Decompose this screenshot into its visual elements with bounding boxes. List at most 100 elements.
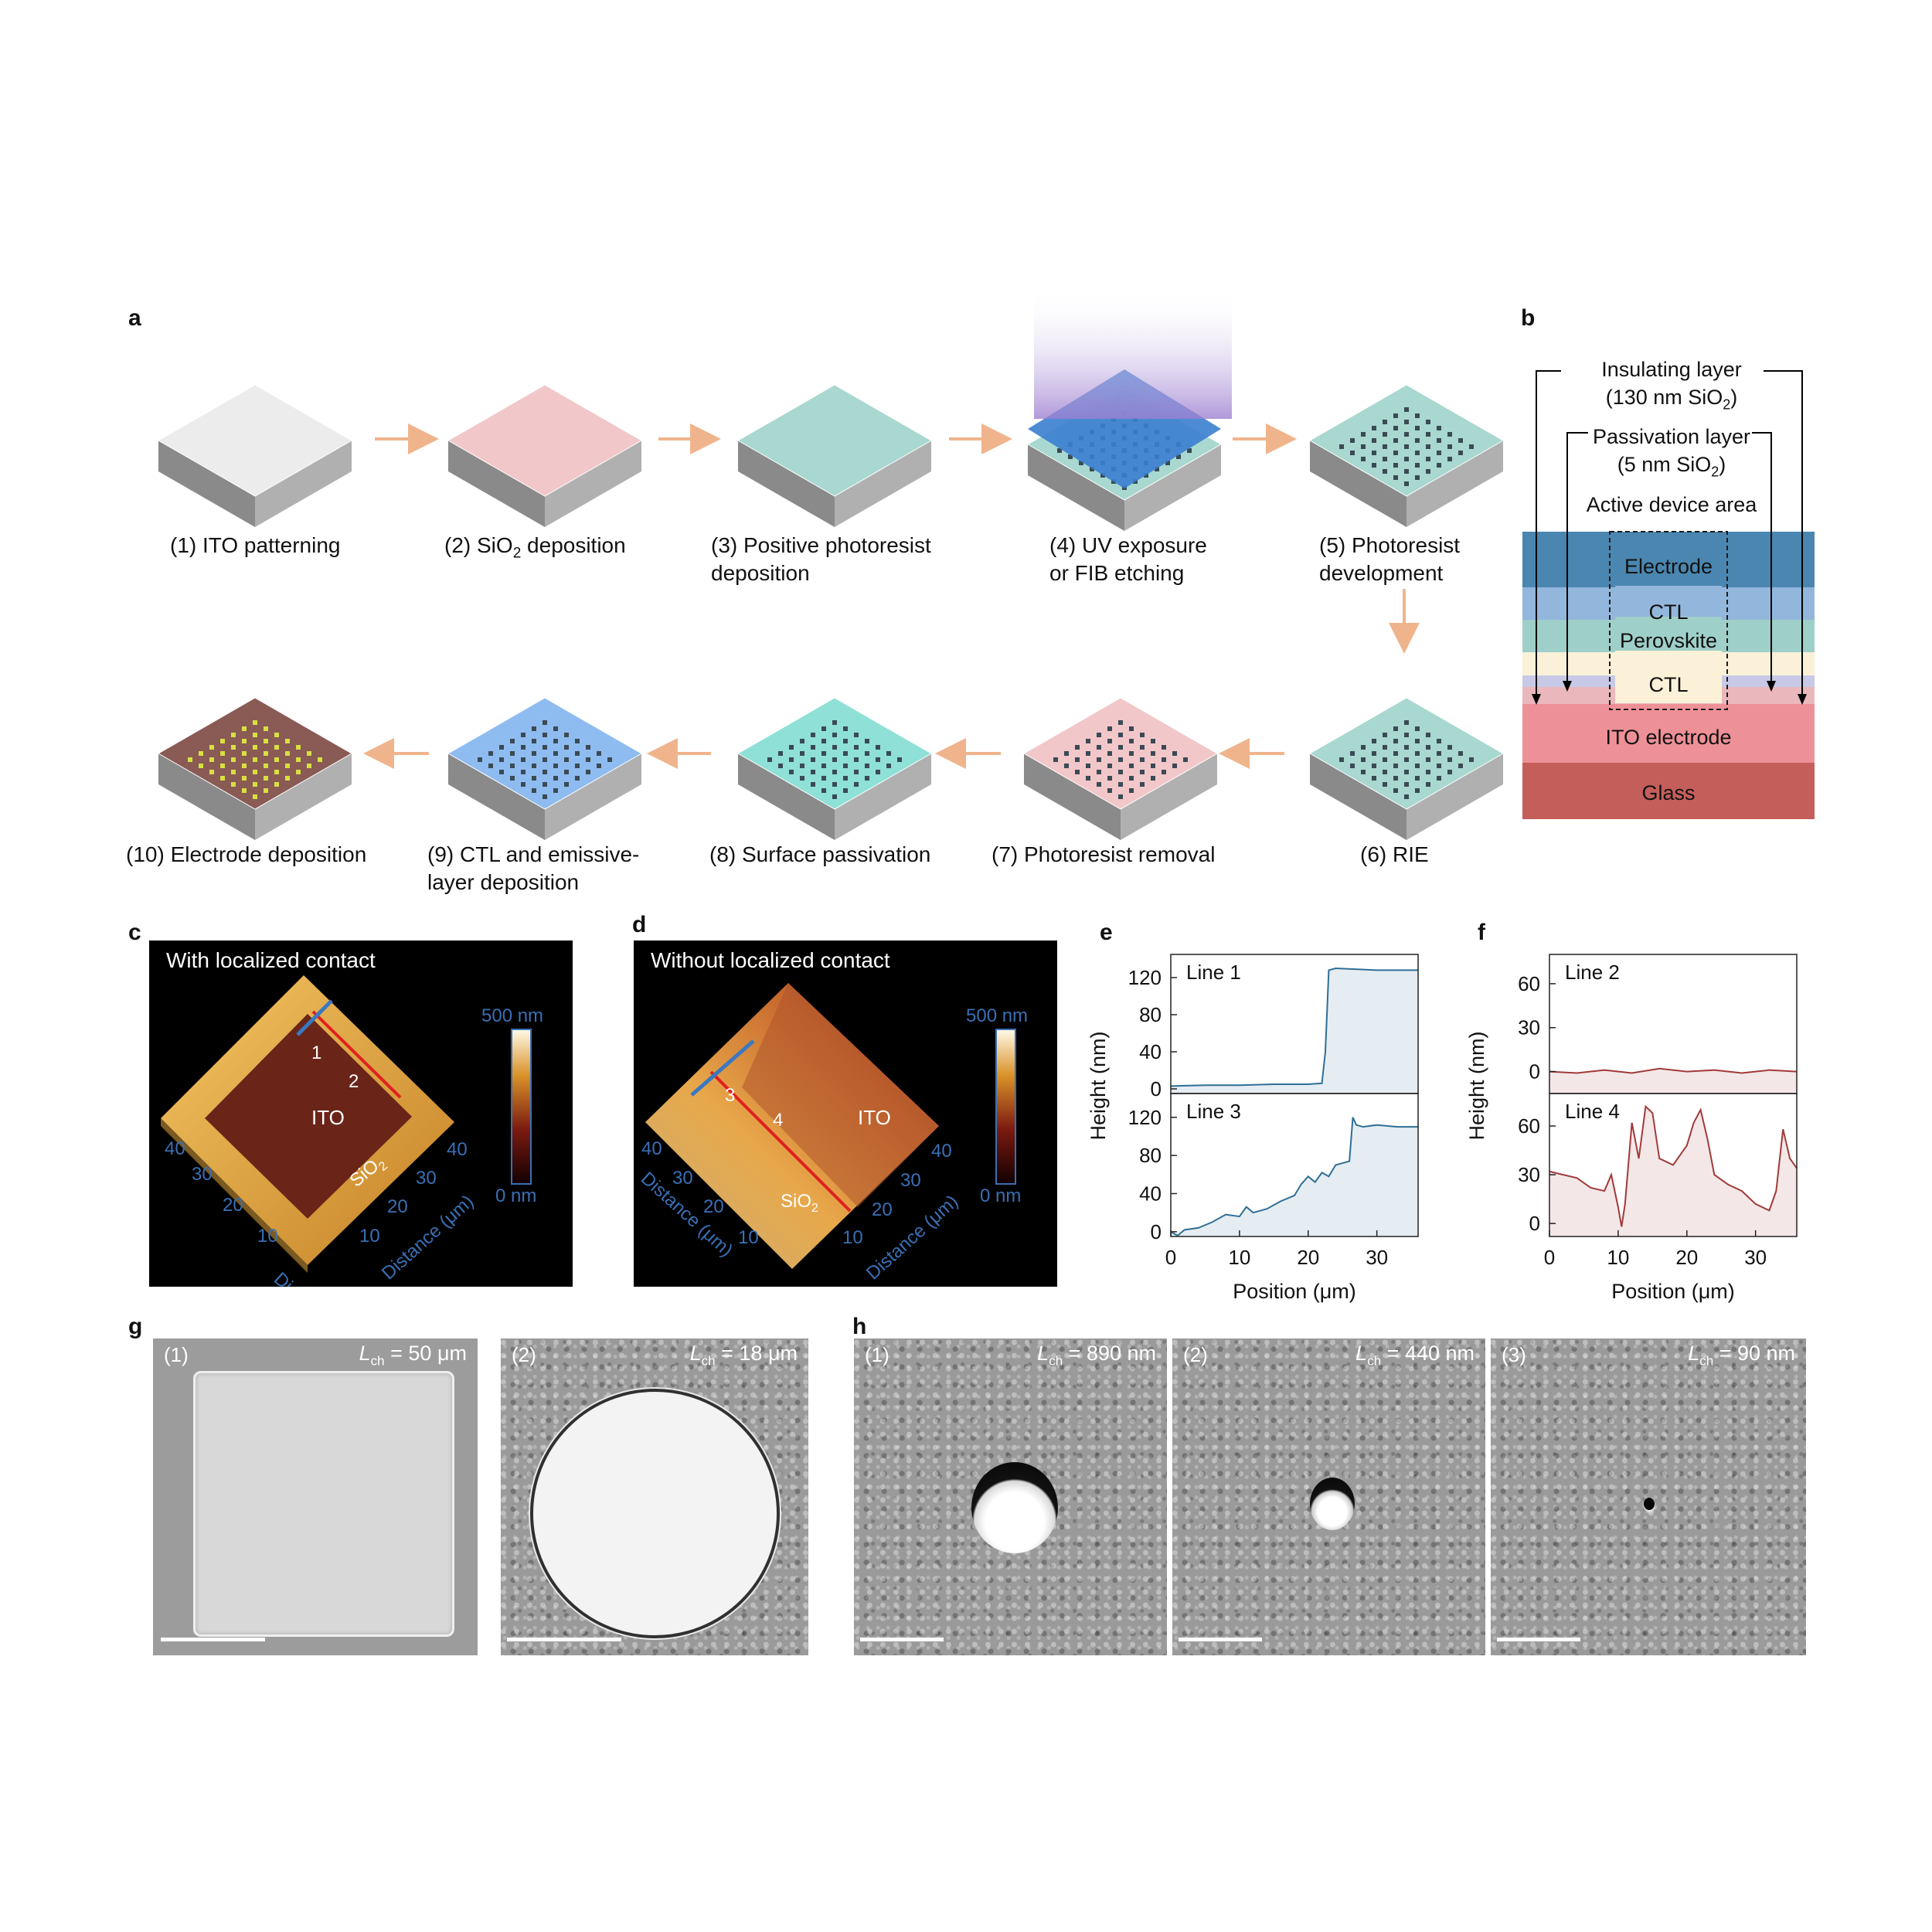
y-tick-label: 60	[1518, 1114, 1540, 1138]
pixel-cell	[597, 751, 601, 756]
pixel-cell	[1437, 776, 1441, 781]
pixel-cell	[811, 733, 815, 737]
ito-region-label-d: ITO	[858, 1106, 891, 1129]
profile-line-4	[709, 1070, 852, 1213]
pixel-cell	[1458, 438, 1463, 443]
pixel-cell	[264, 751, 268, 756]
pixel-cell	[1350, 451, 1355, 455]
pixel-cell	[1097, 745, 1101, 750]
pixel-cell	[553, 751, 558, 756]
active-area-label: Active device area	[1586, 492, 1757, 516]
pixel-cell	[478, 757, 482, 762]
pixel-cell	[1426, 770, 1430, 774]
pixel-cell	[575, 751, 580, 756]
scale-bar	[860, 1638, 944, 1641]
pixel-cell	[800, 776, 804, 781]
panel-label-e: e	[1100, 920, 1113, 945]
pixel-cell	[607, 757, 612, 762]
pixel-cell	[1372, 751, 1376, 756]
x-tick-label: 10	[1607, 1246, 1629, 1269]
afm-ito-well	[205, 1014, 412, 1219]
pixel-cell	[1415, 776, 1420, 781]
pixel-cell	[586, 745, 590, 750]
colorbar-bottom-label-d: 0 nm	[980, 1185, 1021, 1206]
pixel-cell	[1437, 739, 1441, 743]
pixel-cell	[1404, 432, 1409, 437]
series-area	[1549, 1106, 1797, 1236]
pixel-cell	[264, 788, 268, 793]
process-block-2	[447, 384, 643, 527]
uv-light	[1034, 287, 1232, 419]
sem-h1-channel-length: Lch = 890 nm	[1037, 1342, 1156, 1369]
pixel-cell	[1172, 764, 1177, 768]
pixel-cell	[543, 782, 547, 787]
sem-h2-index: (2)	[1183, 1343, 1208, 1366]
pixel-cell	[264, 776, 268, 781]
pixel-cell	[1426, 745, 1430, 750]
line-label-1: 1	[311, 1043, 321, 1063]
afm-title-with-contact: With localized contact	[166, 948, 376, 972]
panel-label-c: c	[128, 920, 141, 945]
series-line	[1170, 967, 1418, 1087]
scale-bar	[507, 1638, 621, 1641]
panel-label-f: f	[1478, 920, 1485, 945]
pixel-cell	[1151, 739, 1155, 743]
pixel-cell	[821, 764, 826, 768]
pixel-cell	[1404, 469, 1409, 474]
stack-label-ito: ITO electrode	[1605, 726, 1731, 749]
pixel-cell	[832, 757, 837, 762]
sem-h3-index: (3)	[1502, 1343, 1526, 1366]
pixel-cell	[1118, 794, 1123, 799]
pixel-cell	[778, 751, 783, 756]
pixel-cell	[253, 720, 257, 725]
stack-label-ctl-top: CTL	[1648, 600, 1688, 624]
pixel-cell	[1140, 745, 1145, 750]
pixel-cell	[1140, 757, 1145, 762]
pixel-cell	[1162, 757, 1166, 762]
pixel-cell	[209, 757, 214, 762]
pixel-cell	[1437, 764, 1441, 768]
pixel-cell	[1383, 782, 1387, 787]
svg-text:20: 20	[872, 1199, 893, 1220]
pixel-cell	[1151, 764, 1155, 768]
x-tick-label: 20	[1675, 1246, 1698, 1269]
pixel-cell	[521, 770, 526, 774]
pixel-cell	[876, 757, 880, 762]
pixel-cell	[1404, 770, 1409, 774]
pixel-cell	[543, 733, 547, 737]
pixel-cell	[1404, 757, 1409, 762]
svg-text:30: 30	[416, 1168, 437, 1189]
panel-label-b: b	[1521, 305, 1536, 331]
y-tick-label: 30	[1518, 1163, 1540, 1186]
pixel-cell	[253, 782, 257, 787]
x-tick-label: 0	[1165, 1246, 1176, 1269]
pixel-cell	[1404, 782, 1409, 787]
pixel-cell	[532, 726, 536, 731]
line-label-2: 2	[349, 1071, 359, 1092]
pixel-cell	[1064, 764, 1069, 768]
pixel-cell	[488, 751, 493, 756]
pixel-cell	[1140, 770, 1145, 774]
step-caption-2: (2) SiO2 deposition	[444, 533, 626, 562]
pixel-cell	[821, 726, 826, 731]
pixel-cell	[1383, 444, 1387, 449]
series-line	[1549, 1104, 1798, 1227]
pixel-cell	[209, 770, 214, 774]
process-block-7	[1022, 697, 1219, 840]
pixel-cell	[499, 770, 504, 774]
pixel-cell	[1393, 413, 1398, 418]
pixel-cell	[1426, 457, 1430, 461]
pixel-cell	[843, 776, 848, 781]
pixel-cell	[318, 757, 322, 762]
pixel-cell	[1383, 469, 1387, 474]
sem-g2-channel-length: Lch = 18 μm	[689, 1342, 798, 1369]
pixel-cell	[1129, 739, 1134, 743]
pixel-cell	[1415, 764, 1420, 768]
pixel-cell	[821, 788, 826, 793]
pixel-cell	[1393, 739, 1398, 743]
pixel-cell	[854, 733, 859, 737]
pixel-cell	[1426, 757, 1430, 762]
pixel-cell	[220, 751, 225, 756]
pixel-cell	[1426, 782, 1430, 787]
pixel-cell	[1086, 776, 1090, 781]
